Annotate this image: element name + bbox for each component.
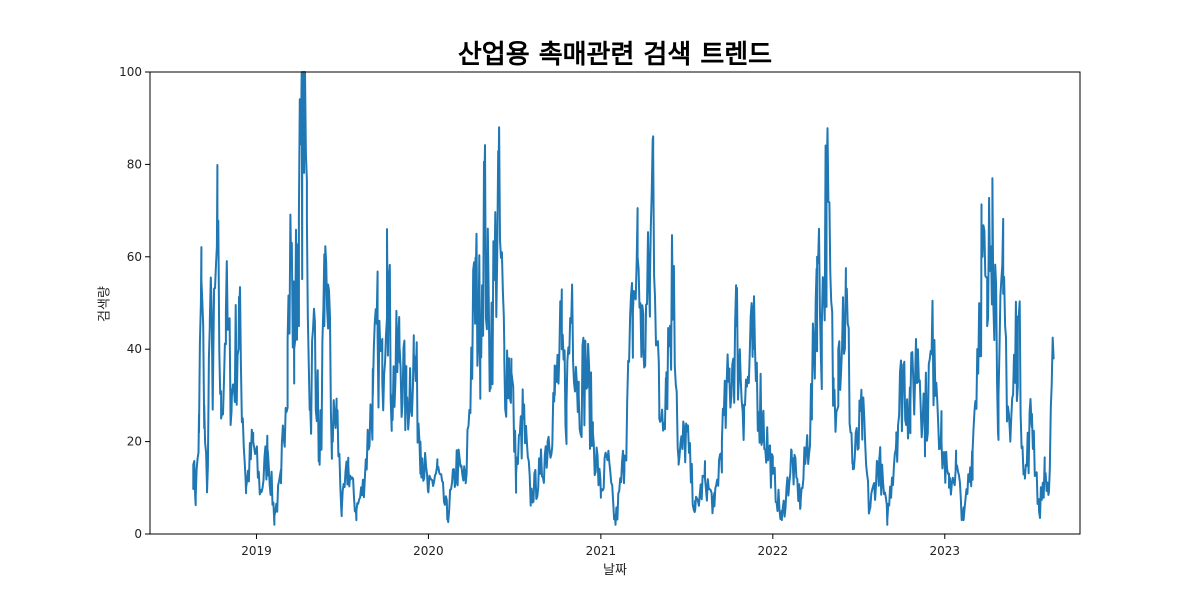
y-axis-ticks: 0 20 40 60 80 100 — [119, 65, 150, 541]
y-tick-label: 0 — [134, 527, 142, 541]
y-tick-label: 80 — [127, 157, 142, 171]
x-tick-label: 2019 — [241, 544, 272, 558]
x-tick-label: 2020 — [413, 544, 444, 558]
y-axis-label: 검색량 — [97, 286, 113, 322]
x-axis-ticks: 2019 2020 2021 2022 2023 — [241, 534, 960, 558]
x-tick-label: 2021 — [586, 544, 617, 558]
y-tick-label: 20 — [127, 435, 142, 449]
x-tick-label: 2023 — [930, 544, 961, 558]
chart-title: 산업용 촉매관련 검색 트렌드 — [457, 40, 773, 70]
x-tick-label: 2022 — [758, 544, 789, 558]
x-axis-label: 날짜 — [603, 563, 627, 578]
plot-frame — [149, 71, 1081, 535]
y-tick-label: 60 — [127, 250, 142, 264]
y-tick-label: 100 — [119, 65, 142, 79]
search-volume-line — [192, 71, 1055, 526]
y-tick-label: 40 — [127, 342, 142, 356]
